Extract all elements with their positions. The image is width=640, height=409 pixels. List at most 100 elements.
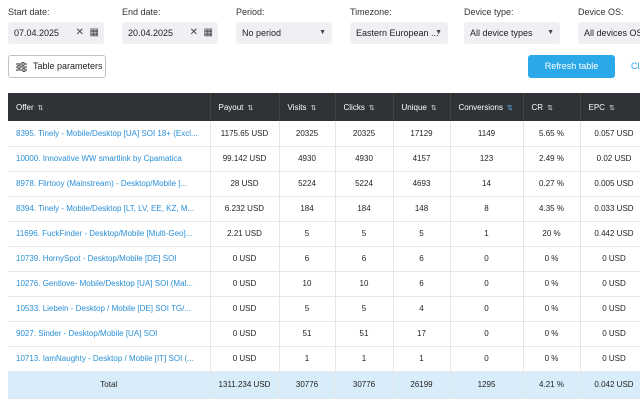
table-cell: 5 (279, 221, 336, 247)
column-header-epc[interactable]: EPC ⇅ (580, 93, 640, 121)
timezone-value: Eastern European ... (356, 28, 439, 38)
table-cell: 6 (393, 271, 451, 297)
column-header-cr[interactable]: CR ⇅ (523, 93, 581, 121)
stats-table-container: Offer ⇅ Payout ⇅ Visits ⇅ Clicks ⇅ Unique ⇅ C… (8, 93, 640, 409)
table-cell: 0 % (523, 346, 581, 372)
header-label: Offer (16, 102, 34, 112)
device-os-value: All devices OS (584, 28, 640, 38)
total-cell: 1295 (450, 371, 524, 399)
total-cell: 30776 (335, 371, 394, 399)
device-type-select[interactable]: All device types ▼ (464, 22, 560, 44)
total-cell: 0.042 USD (580, 371, 640, 399)
device-os-filter: Device OS: All devices OS (578, 6, 640, 44)
offer-link[interactable]: 10739. HornySpot - Desktop/Mobile [DE] S… (8, 246, 211, 272)
offer-link[interactable]: 10713. IamNaughty - Desktop / Mobile [IT… (8, 346, 211, 372)
table-cell: 0.033 USD (580, 196, 640, 222)
table-header-row: Offer ⇅ Payout ⇅ Visits ⇅ Clicks ⇅ Unique ⇅ C… (8, 93, 640, 121)
table-cell: 0 USD (210, 321, 280, 347)
table-cell: 0 USD (580, 321, 640, 347)
table-cell: 0 USD (210, 246, 280, 272)
offer-link[interactable]: 8394. Tinely - Mobile/Desktop [LT, LV, E… (8, 196, 211, 222)
table-cell: 0 USD (210, 296, 280, 322)
calendar-icon[interactable]: ▦ (203, 27, 213, 38)
table-cell: 0 % (523, 246, 581, 272)
offer-link[interactable]: 11696. FuckFinder - Desktop/Mobile [Mult… (8, 221, 211, 247)
header-label: Conversions (458, 102, 503, 112)
column-header-unique[interactable]: Unique ⇅ (393, 93, 451, 121)
table-row: 8395. Tinely - Mobile/Desktop [UA] SOI 1… (8, 121, 640, 147)
sort-icon[interactable]: ⇅ (247, 104, 254, 112)
table-parameters-button[interactable]: Table parameters (8, 55, 106, 78)
table-cell: 184 (279, 196, 336, 222)
sort-icon[interactable]: ⇅ (430, 104, 437, 112)
table-cell: 0 USD (580, 296, 640, 322)
calendar-icon[interactable]: ▦ (89, 27, 99, 38)
sort-icon[interactable]: ⇅ (547, 104, 553, 112)
offer-link[interactable]: 10533. Liebein - Desktop / Mobile [DE] S… (8, 296, 211, 322)
column-header-clicks[interactable]: Clicks ⇅ (335, 93, 394, 121)
table-body: 8395. Tinely - Mobile/Desktop [UA] SOI 1… (8, 121, 640, 399)
start-date-filter: Start date: 07.04.2025 ✕ ▦ (8, 6, 104, 44)
chevron-down-icon: ▼ (319, 29, 326, 36)
table-cell: 5224 (335, 171, 394, 197)
table-row: 10533. Liebein - Desktop / Mobile [DE] S… (8, 296, 640, 322)
start-date-input[interactable]: 07.04.2025 ✕ ▦ (8, 22, 104, 44)
table-cell: 0 (450, 296, 524, 322)
table-cell: 1149 (450, 121, 524, 147)
refresh-table-button[interactable]: Refresh table (528, 55, 615, 78)
table-row: 10713. IamNaughty - Desktop / Mobile [IT… (8, 346, 640, 372)
table-cell: 0.057 USD (580, 121, 640, 147)
table-cell: 20325 (335, 121, 394, 147)
column-header-offer[interactable]: Offer ⇅ (8, 93, 211, 121)
table-cell: 20325 (279, 121, 336, 147)
table-cell: 0 (450, 346, 524, 372)
table-cell: 51 (279, 321, 336, 347)
table-row: 10739. HornySpot - Desktop/Mobile [DE] S… (8, 246, 640, 272)
table-cell: 0 (450, 321, 524, 347)
table-cell: 0.005 USD (580, 171, 640, 197)
table-cell: 5 (335, 221, 394, 247)
column-header-visits[interactable]: Visits ⇅ (279, 93, 336, 121)
device-os-select[interactable]: All devices OS (578, 22, 640, 44)
table-cell: 123 (450, 146, 524, 172)
offer-link[interactable]: 8395. Tinely - Mobile/Desktop [UA] SOI 1… (8, 121, 211, 147)
end-date-input[interactable]: 20.04.2025 ✕ ▦ (122, 22, 218, 44)
offer-link[interactable]: 9027. Sinder - Desktop/Mobile [UA] SOI (8, 321, 211, 347)
table-cell: 0 USD (580, 246, 640, 272)
clear-icon[interactable]: ✕ (75, 27, 84, 38)
table-cell: 17 (393, 321, 451, 347)
sort-icon[interactable]: ⇅ (368, 104, 375, 112)
column-header-conversions[interactable]: Conversions ⇅ (450, 93, 524, 121)
header-label: Clicks (343, 102, 365, 112)
table-cell: 10 (279, 271, 336, 297)
sort-desc-icon[interactable]: ⇅ (506, 104, 513, 112)
column-header-payout[interactable]: Payout ⇅ (210, 93, 280, 121)
clear-icon[interactable]: ✕ (189, 27, 198, 38)
table-cell: 4.35 % (523, 196, 581, 222)
clear-link[interactable]: Cl (631, 61, 640, 71)
table-cell: 0 (450, 271, 524, 297)
timezone-select[interactable]: Eastern European ... ▼ (350, 22, 448, 44)
sort-icon[interactable]: ⇅ (608, 104, 615, 112)
table-cell: 17129 (393, 121, 451, 147)
sort-icon[interactable]: ⇅ (37, 104, 44, 112)
total-label: Total (8, 371, 211, 399)
filters-bar: Start date: 07.04.2025 ✕ ▦ End date: 20.… (8, 6, 640, 44)
sort-icon[interactable]: ⇅ (310, 104, 317, 112)
table-cell: 28 USD (210, 171, 280, 197)
device-type-label: Device type: (464, 7, 514, 17)
start-date-label: Start date: (8, 7, 50, 17)
period-select[interactable]: No period ▼ (236, 22, 332, 44)
table-row: 10000. Innovative WW smartlink by Cpamat… (8, 146, 640, 172)
table-cell: 4930 (335, 146, 394, 172)
table-cell: 5224 (279, 171, 336, 197)
period-filter: Period: No period ▼ (236, 6, 332, 44)
offer-link[interactable]: 8978. Flirtooy (Mainstream) - Desktop/Mo… (8, 171, 211, 197)
offer-link[interactable]: 10000. Innovative WW smartlink by Cpamat… (8, 146, 211, 172)
offer-link[interactable]: 10276. Gentlove- Mobile/Desktop [UA] SOI… (8, 271, 211, 297)
timezone-filter: Timezone: Eastern European ... ▼ (350, 6, 448, 44)
table-row: 11696. FuckFinder - Desktop/Mobile [Mult… (8, 221, 640, 247)
chevron-down-icon: ▼ (547, 29, 554, 36)
total-cell: 26199 (393, 371, 451, 399)
table-cell: 5 (393, 221, 451, 247)
